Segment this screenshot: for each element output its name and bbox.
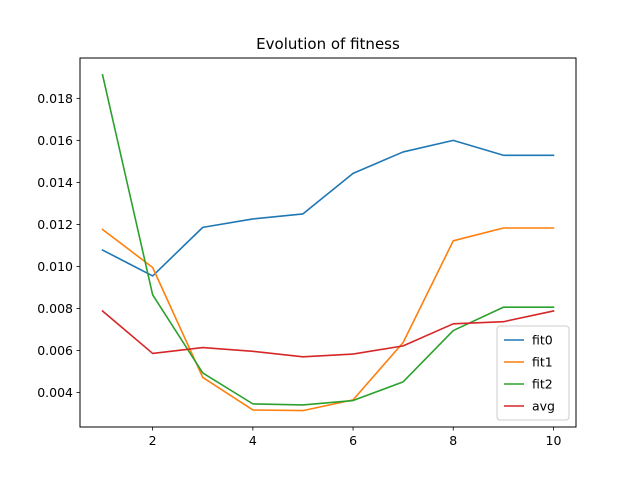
x-axis: 2 4 6 8 10 xyxy=(149,427,562,448)
x-tick-label: 10 xyxy=(546,433,562,448)
series-line-fit2 xyxy=(101,73,555,406)
series-line-fit0 xyxy=(101,139,555,277)
legend-label-fit1: fit1 xyxy=(532,355,553,370)
series-layer xyxy=(101,73,555,412)
y-tick-label: 0.014 xyxy=(37,175,73,190)
plot-area-frame xyxy=(79,57,577,428)
y-tick-label: 0.016 xyxy=(37,133,73,148)
y-axis: 0.004 0.006 0.008 0.010 0.012 0.014 0.016 0.018 xyxy=(37,91,80,400)
x-tick-label: 4 xyxy=(249,433,257,448)
x-tick-label: 6 xyxy=(349,433,357,448)
y-tick-label: 0.004 xyxy=(37,385,73,400)
y-tick-label: 0.012 xyxy=(37,217,73,232)
y-tick-label: 0.006 xyxy=(37,343,73,358)
series-line-fit1 xyxy=(101,227,555,412)
x-tick-label: 2 xyxy=(149,433,157,448)
legend-box xyxy=(496,325,570,421)
series-line-avg xyxy=(101,309,555,358)
legend-label-fit2: fit2 xyxy=(532,377,553,392)
y-tick-label: 0.010 xyxy=(37,259,73,274)
legend: fit0 fit1 fit2 avg xyxy=(496,325,570,421)
chart-title: Evolution of fitness xyxy=(256,35,400,53)
y-tick-label: 0.008 xyxy=(37,301,73,316)
y-tick-label: 0.018 xyxy=(37,91,73,106)
legend-label-avg: avg xyxy=(532,399,555,414)
legend-label-fit0: fit0 xyxy=(532,333,553,348)
x-tick-label: 8 xyxy=(449,433,457,448)
